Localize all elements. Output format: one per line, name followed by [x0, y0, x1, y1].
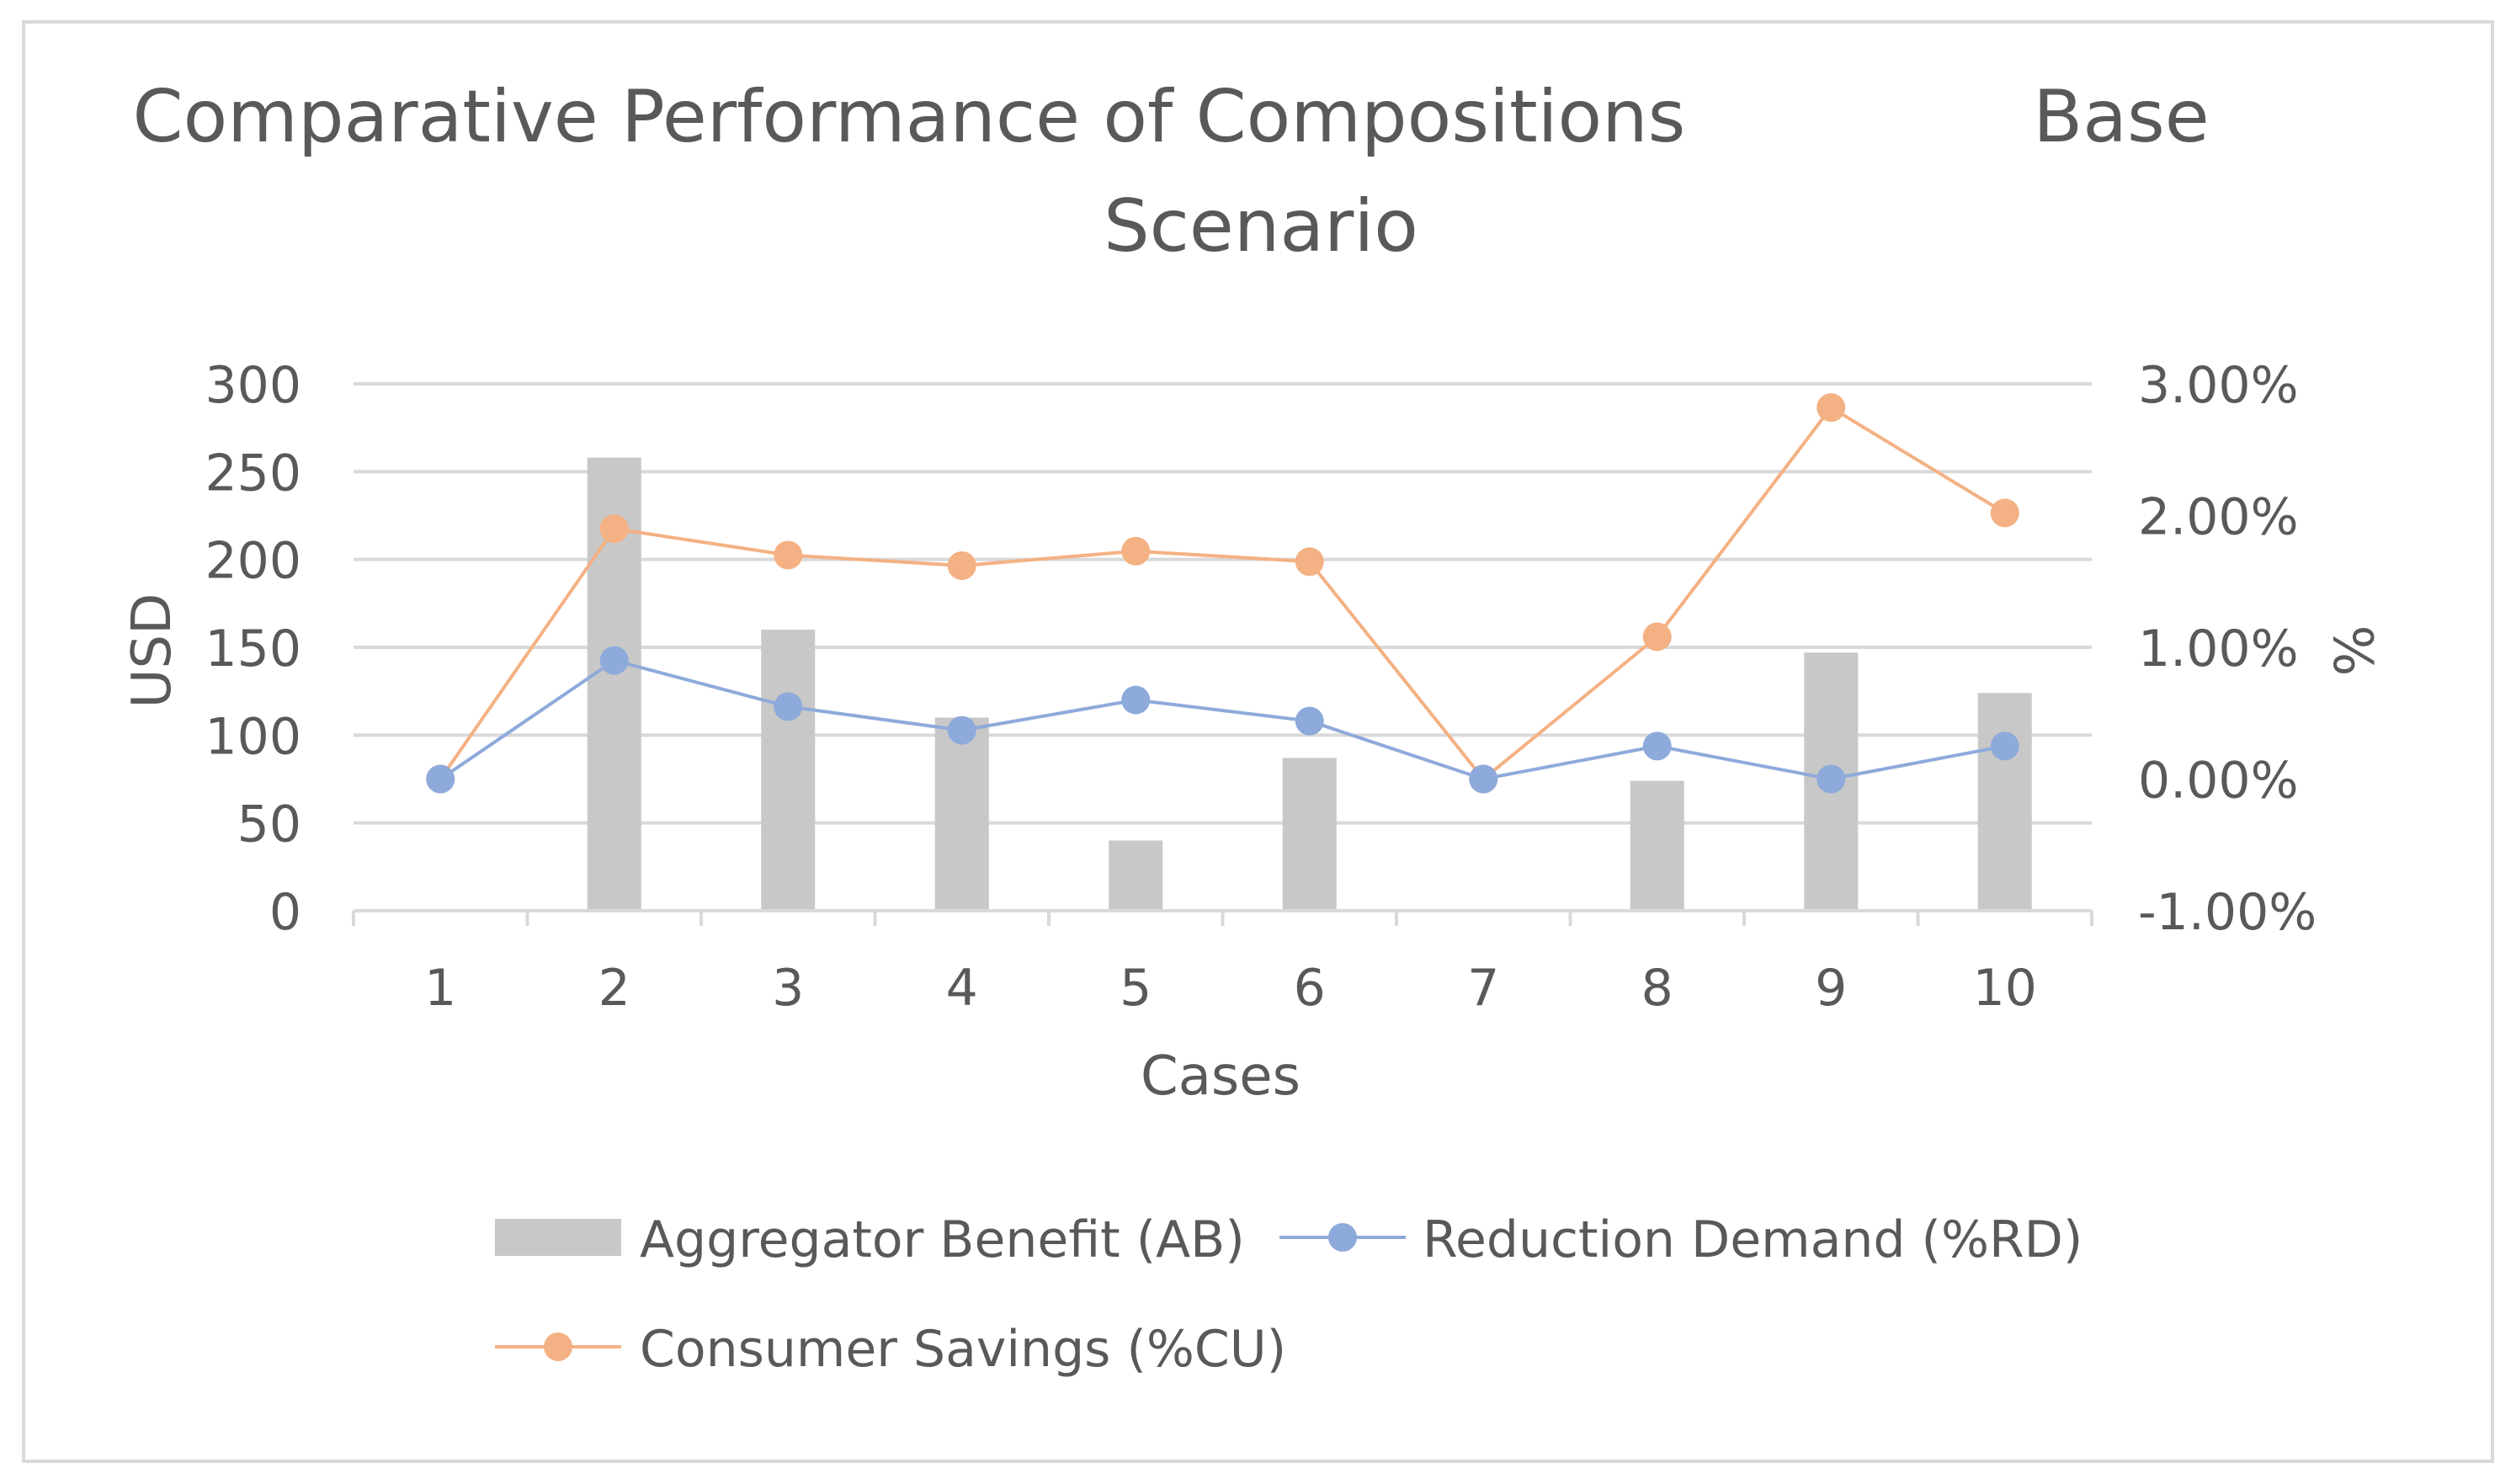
bar-series-aggregator-benefit [587, 457, 2032, 911]
bar [934, 717, 989, 911]
legend-label-reduction-demand: Reduction Demand (%RD) [1423, 1210, 2082, 1269]
series-line [439, 658, 2006, 781]
series-point [1642, 731, 1672, 761]
y-axis-title: USD [121, 593, 184, 709]
legend-item-consumer-savings: Consumer Savings (%CU) [495, 1320, 1286, 1379]
gridlines [354, 382, 2092, 825]
y2-tick-label: 2.00% [2138, 488, 2299, 547]
legend-label-aggregator-benefit: Aggregator Benefit (AB) [640, 1210, 1245, 1269]
series-point [947, 551, 976, 580]
legend-label-consumer-savings: Consumer Savings (%CU) [640, 1320, 1286, 1379]
axes: 0 50 100 150 200 250 300 -1.00% 0.00% 1.00% 2.00% 3… [205, 356, 2317, 1018]
legend: Aggregator Benefit (AB) Reduction Demand… [495, 1210, 2082, 1379]
chart-title-line1-suffix: Base [2033, 75, 2209, 159]
series-point [1817, 393, 1846, 423]
y-tick-label: 300 [205, 356, 301, 415]
chart-title-line2: Scenario [1104, 184, 1418, 269]
series-point [947, 715, 976, 745]
legend-item-reduction-demand: Reduction Demand (%RD) [1279, 1210, 2082, 1269]
bar [1630, 780, 1684, 911]
y-tick-label: 250 [205, 444, 301, 503]
y2-tick-label: 0.00% [2138, 752, 2299, 811]
y-tick-label: 0 [269, 883, 301, 942]
y2-tick-label: 1.00% [2138, 620, 2299, 678]
series-point [1295, 706, 1324, 736]
series-point [774, 540, 803, 570]
legend-item-aggregator-benefit: Aggregator Benefit (AB) [495, 1210, 1245, 1269]
x-tick-label: 5 [1120, 959, 1152, 1018]
y2-axis-title: % [2321, 625, 2383, 677]
legend-marker-reduction-demand [1328, 1223, 1357, 1252]
series-point [1469, 764, 1498, 794]
x-tick-label: 4 [946, 959, 978, 1018]
chart-title-line1: Comparative Performance of Compositions [133, 75, 1686, 159]
bar [1977, 693, 2032, 911]
series-point [1295, 547, 1324, 577]
x-tick-label: 1 [424, 959, 456, 1018]
series-point [1121, 536, 1151, 566]
x-tick-label: 7 [1467, 959, 1499, 1018]
series-line [439, 405, 2006, 782]
x-tick-label: 8 [1641, 959, 1673, 1018]
bar [1282, 758, 1337, 911]
x-tick-label: 6 [1294, 959, 1326, 1018]
series-point [1817, 764, 1846, 794]
bar [1109, 840, 1163, 911]
series-point [1642, 622, 1672, 652]
series-point [1990, 731, 2019, 761]
series-point [599, 514, 629, 544]
y2-tick-label: 3.00% [2138, 356, 2299, 415]
y-tick-label: 100 [205, 707, 301, 766]
line-series-group [426, 393, 2019, 794]
series-point [774, 692, 803, 721]
x-tick-label: 10 [1973, 959, 2037, 1018]
series-point [599, 646, 629, 675]
bar [761, 630, 816, 911]
chart-svg: Comparative Performance of Compositions … [121, 75, 2383, 1379]
x-axis-title: Cases [1141, 1045, 1301, 1108]
y-tick-label: 50 [237, 795, 301, 854]
legend-swatch-bar [495, 1219, 621, 1256]
y-tick-label: 200 [205, 532, 301, 591]
x-tick-label: 3 [772, 959, 804, 1018]
series-point [1121, 685, 1151, 715]
chart-frame: Comparative Performance of Compositions … [22, 20, 2494, 1463]
series-point [426, 764, 455, 794]
y2-tick-label: -1.00% [2138, 883, 2317, 942]
series-point [1990, 498, 2019, 528]
legend-marker-consumer-savings [544, 1332, 572, 1361]
y-tick-label: 150 [205, 620, 301, 678]
x-tick-label: 9 [1815, 959, 1847, 1018]
x-tick-label: 2 [598, 959, 630, 1018]
